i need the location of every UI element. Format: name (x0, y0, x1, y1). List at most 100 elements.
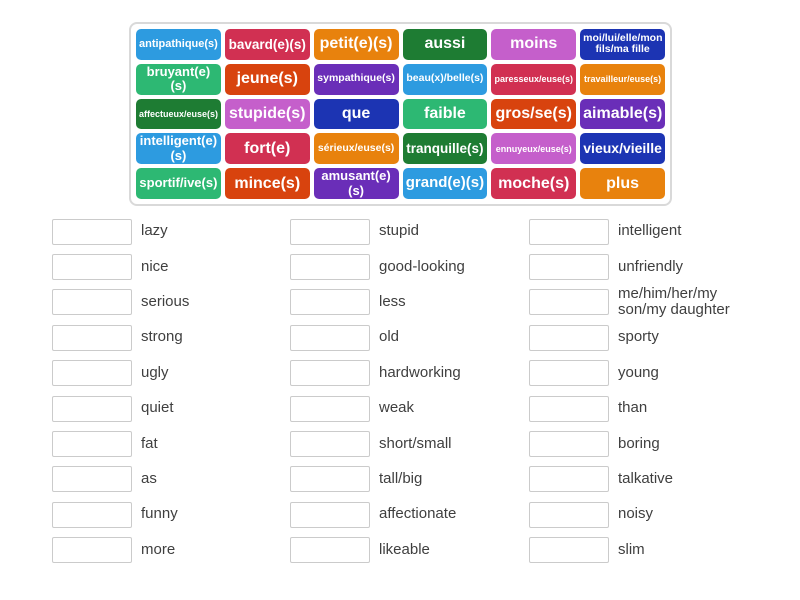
word-tile[interactable]: intelligent(e)(s) (136, 133, 221, 165)
match-row: as (52, 462, 189, 497)
match-label: talkative (618, 470, 674, 488)
word-tile[interactable]: antipathique(s) (136, 29, 221, 60)
word-tile[interactable]: stupide(s) (224, 98, 310, 130)
match-label: old (379, 328, 400, 346)
word-tile[interactable]: paresseux/euse(s) (491, 63, 577, 95)
match-row: less (290, 285, 465, 320)
answer-slot[interactable] (529, 289, 609, 316)
match-label: strong (141, 328, 183, 346)
answer-slot[interactable] (52, 537, 132, 564)
word-tile[interactable]: petit(e)(s) (313, 29, 399, 60)
match-row: likeable (290, 533, 465, 568)
word-tile[interactable]: jeune(s) (224, 63, 310, 95)
answer-slot[interactable] (290, 324, 370, 351)
answer-slot[interactable] (529, 218, 609, 245)
match-label: ugly (141, 363, 169, 381)
word-tile[interactable]: amusant(e)(s) (313, 168, 399, 199)
answer-slot[interactable] (290, 466, 370, 493)
word-tile[interactable]: que (313, 98, 399, 130)
answer-slot[interactable] (52, 360, 132, 387)
word-tile[interactable]: bavard(e)(s) (224, 29, 310, 60)
answer-slot[interactable] (290, 218, 370, 245)
match-row: funny (52, 497, 189, 532)
word-tile-label: plus (606, 174, 640, 192)
word-tile[interactable]: tranquille(s) (402, 133, 488, 165)
word-tile-label: stupide(s) (229, 105, 306, 123)
match-column-2: stupid good-looking less old hardworking… (290, 214, 465, 568)
word-tile[interactable]: affectueux/euse(s) (136, 98, 221, 130)
word-tile[interactable]: plus (580, 168, 665, 199)
word-tile[interactable]: beau(x)/belle(s) (402, 63, 488, 95)
match-label: serious (141, 293, 190, 311)
answer-slot[interactable] (290, 431, 370, 458)
match-row: good-looking (290, 249, 465, 284)
match-row: fat (52, 426, 189, 461)
match-row: quiet (52, 391, 189, 426)
answer-slot[interactable] (290, 395, 370, 422)
match-label: young (618, 363, 659, 381)
answer-slot[interactable] (529, 324, 609, 351)
word-tile[interactable]: sympathique(s) (313, 63, 399, 95)
answer-slot[interactable] (529, 360, 609, 387)
word-tile[interactable]: fort(e) (224, 133, 310, 165)
answer-slot[interactable] (529, 501, 609, 528)
match-label: intelligent (618, 222, 682, 240)
match-label: lazy (141, 222, 168, 240)
word-tile[interactable]: sportif/ive(s) (136, 168, 221, 199)
match-label: as (141, 470, 157, 488)
word-tile[interactable]: moche(s) (491, 168, 577, 199)
answer-slot[interactable] (52, 501, 132, 528)
word-tile[interactable]: grand(e)(s) (402, 168, 488, 199)
word-tile-label: paresseux/euse(s) (494, 74, 574, 85)
word-tile[interactable]: bruyant(e)(s) (136, 63, 221, 95)
match-label: likeable (379, 540, 430, 558)
answer-slot[interactable] (290, 254, 370, 281)
answer-slot[interactable] (290, 537, 370, 564)
word-tile-label: beau(x)/belle(s) (406, 72, 484, 85)
answer-slot[interactable] (529, 395, 609, 422)
word-tile[interactable]: sérieux/euse(s) (313, 133, 399, 165)
match-label: noisy (618, 505, 654, 523)
match-label: unfriendly (618, 257, 684, 275)
word-tile-label: travailleur/euse(s) (584, 74, 662, 85)
word-tile-label: ennuyeux/euse(s) (495, 143, 572, 154)
word-tile[interactable]: moi/lui/elle/mon fils/ma fille (580, 29, 665, 60)
match-row: more (52, 533, 189, 568)
answer-slot[interactable] (290, 360, 370, 387)
match-row: ugly (52, 356, 189, 391)
match-row: short/small (290, 426, 465, 461)
word-tile[interactable]: faible (402, 98, 488, 130)
word-tile[interactable]: aimable(s) (580, 98, 665, 130)
answer-slot[interactable] (529, 254, 609, 281)
answer-slot[interactable] (52, 466, 132, 493)
word-tile[interactable]: vieux/vieille (580, 133, 665, 165)
word-tile-label: mince(s) (234, 174, 301, 192)
word-tile-label: sportif/ive(s) (139, 175, 218, 191)
answer-slot[interactable] (290, 289, 370, 316)
match-row: sporty (529, 320, 750, 355)
answer-slot[interactable] (529, 466, 609, 493)
match-row: talkative (529, 462, 750, 497)
answer-slot[interactable] (52, 395, 132, 422)
answer-slot[interactable] (52, 218, 132, 245)
match-row: me/him/her/my son/my daughter (529, 285, 750, 320)
word-tile[interactable]: travailleur/euse(s) (580, 63, 665, 95)
answer-slot[interactable] (52, 431, 132, 458)
word-tile[interactable]: aussi (402, 29, 488, 60)
match-row: affectionate (290, 497, 465, 532)
match-label: weak (379, 399, 415, 417)
word-tile[interactable]: moins (491, 29, 577, 60)
answer-slot[interactable] (52, 289, 132, 316)
word-tile[interactable]: mince(s) (224, 168, 310, 199)
answer-slot[interactable] (529, 537, 609, 564)
answer-slot[interactable] (290, 501, 370, 528)
word-tile[interactable]: ennuyeux/euse(s) (491, 133, 577, 165)
match-row: stupid (290, 214, 465, 249)
word-tile[interactable]: gros/se(s) (491, 98, 577, 130)
match-label: nice (141, 257, 169, 275)
answer-slot[interactable] (529, 431, 609, 458)
answer-slot[interactable] (52, 324, 132, 351)
match-column-3: intelligent unfriendly me/him/her/my son… (529, 214, 750, 568)
answer-slot[interactable] (52, 254, 132, 281)
word-bank: antipathique(s) bavard(e)(s) petit(e)(s)… (129, 22, 672, 206)
